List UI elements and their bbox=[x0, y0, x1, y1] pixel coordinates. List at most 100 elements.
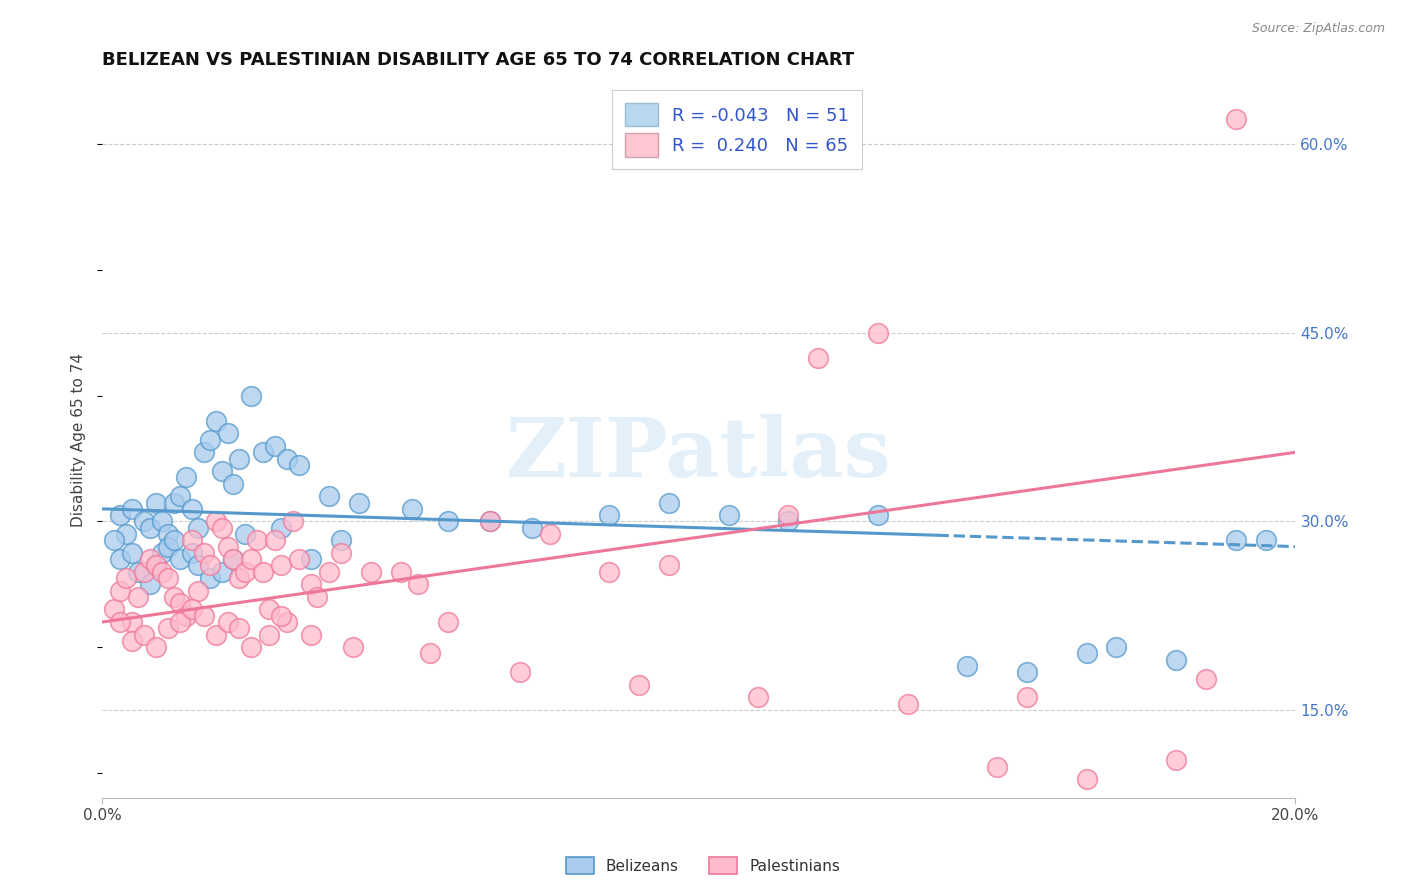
Point bbox=[145, 495, 167, 509]
Point bbox=[132, 627, 155, 641]
Point bbox=[270, 521, 292, 535]
Point bbox=[658, 495, 681, 509]
Point bbox=[163, 590, 186, 604]
Point bbox=[1076, 647, 1098, 661]
Point bbox=[360, 565, 382, 579]
Point bbox=[520, 521, 543, 535]
Point bbox=[193, 445, 215, 459]
Point bbox=[1195, 672, 1218, 686]
Point bbox=[174, 470, 197, 484]
Point bbox=[288, 458, 311, 472]
Point bbox=[198, 558, 221, 573]
Point bbox=[187, 583, 209, 598]
Point bbox=[217, 615, 239, 629]
Point bbox=[252, 565, 274, 579]
Point bbox=[235, 565, 257, 579]
Point bbox=[479, 515, 502, 529]
Point bbox=[509, 665, 531, 680]
Point bbox=[108, 615, 131, 629]
Point bbox=[108, 508, 131, 523]
Point bbox=[1076, 772, 1098, 787]
Point bbox=[240, 552, 263, 566]
Point bbox=[156, 540, 179, 554]
Point bbox=[139, 577, 162, 591]
Point bbox=[252, 445, 274, 459]
Point bbox=[1015, 690, 1038, 705]
Point bbox=[305, 590, 328, 604]
Point bbox=[108, 583, 131, 598]
Point bbox=[204, 515, 226, 529]
Point bbox=[299, 577, 322, 591]
Point bbox=[389, 565, 412, 579]
Point bbox=[598, 565, 620, 579]
Point bbox=[259, 602, 281, 616]
Point bbox=[270, 608, 292, 623]
Point bbox=[329, 533, 352, 548]
Point bbox=[198, 571, 221, 585]
Point bbox=[747, 690, 769, 705]
Point bbox=[401, 501, 423, 516]
Point bbox=[127, 565, 149, 579]
Point bbox=[169, 615, 191, 629]
Point bbox=[318, 565, 340, 579]
Point bbox=[986, 759, 1008, 773]
Point bbox=[408, 577, 430, 591]
Point bbox=[1225, 112, 1247, 126]
Point bbox=[538, 527, 561, 541]
Point bbox=[156, 571, 179, 585]
Point bbox=[222, 552, 245, 566]
Point bbox=[342, 640, 364, 655]
Point bbox=[228, 451, 250, 466]
Point bbox=[163, 495, 186, 509]
Point bbox=[270, 558, 292, 573]
Point bbox=[150, 565, 173, 579]
Point bbox=[419, 647, 441, 661]
Point bbox=[180, 546, 202, 560]
Point bbox=[628, 678, 651, 692]
Point bbox=[1166, 753, 1188, 767]
Point bbox=[217, 540, 239, 554]
Point bbox=[1254, 533, 1277, 548]
Point bbox=[658, 558, 681, 573]
Point bbox=[150, 515, 173, 529]
Legend: R = -0.043   N = 51, R =  0.240   N = 65: R = -0.043 N = 51, R = 0.240 N = 65 bbox=[613, 90, 862, 169]
Text: ZIPatlas: ZIPatlas bbox=[506, 414, 891, 494]
Point bbox=[204, 627, 226, 641]
Point bbox=[156, 621, 179, 635]
Point bbox=[121, 501, 143, 516]
Point bbox=[150, 546, 173, 560]
Point bbox=[132, 565, 155, 579]
Point bbox=[187, 558, 209, 573]
Point bbox=[228, 621, 250, 635]
Point bbox=[778, 508, 800, 523]
Point bbox=[156, 527, 179, 541]
Point bbox=[288, 552, 311, 566]
Point bbox=[103, 602, 125, 616]
Point bbox=[145, 640, 167, 655]
Point bbox=[222, 552, 245, 566]
Point bbox=[193, 608, 215, 623]
Point bbox=[281, 515, 304, 529]
Point bbox=[264, 439, 287, 453]
Point bbox=[211, 464, 233, 478]
Point bbox=[132, 515, 155, 529]
Point bbox=[437, 515, 460, 529]
Point bbox=[115, 571, 138, 585]
Point bbox=[264, 533, 287, 548]
Point bbox=[807, 351, 830, 365]
Point bbox=[276, 451, 298, 466]
Point bbox=[187, 521, 209, 535]
Point bbox=[127, 590, 149, 604]
Point bbox=[211, 565, 233, 579]
Point bbox=[169, 552, 191, 566]
Point bbox=[211, 521, 233, 535]
Point bbox=[204, 414, 226, 428]
Point bbox=[259, 627, 281, 641]
Point bbox=[956, 659, 979, 673]
Point bbox=[217, 426, 239, 441]
Point bbox=[240, 640, 263, 655]
Point bbox=[1015, 665, 1038, 680]
Point bbox=[121, 546, 143, 560]
Text: BELIZEAN VS PALESTINIAN DISABILITY AGE 65 TO 74 CORRELATION CHART: BELIZEAN VS PALESTINIAN DISABILITY AGE 6… bbox=[103, 51, 855, 69]
Point bbox=[329, 546, 352, 560]
